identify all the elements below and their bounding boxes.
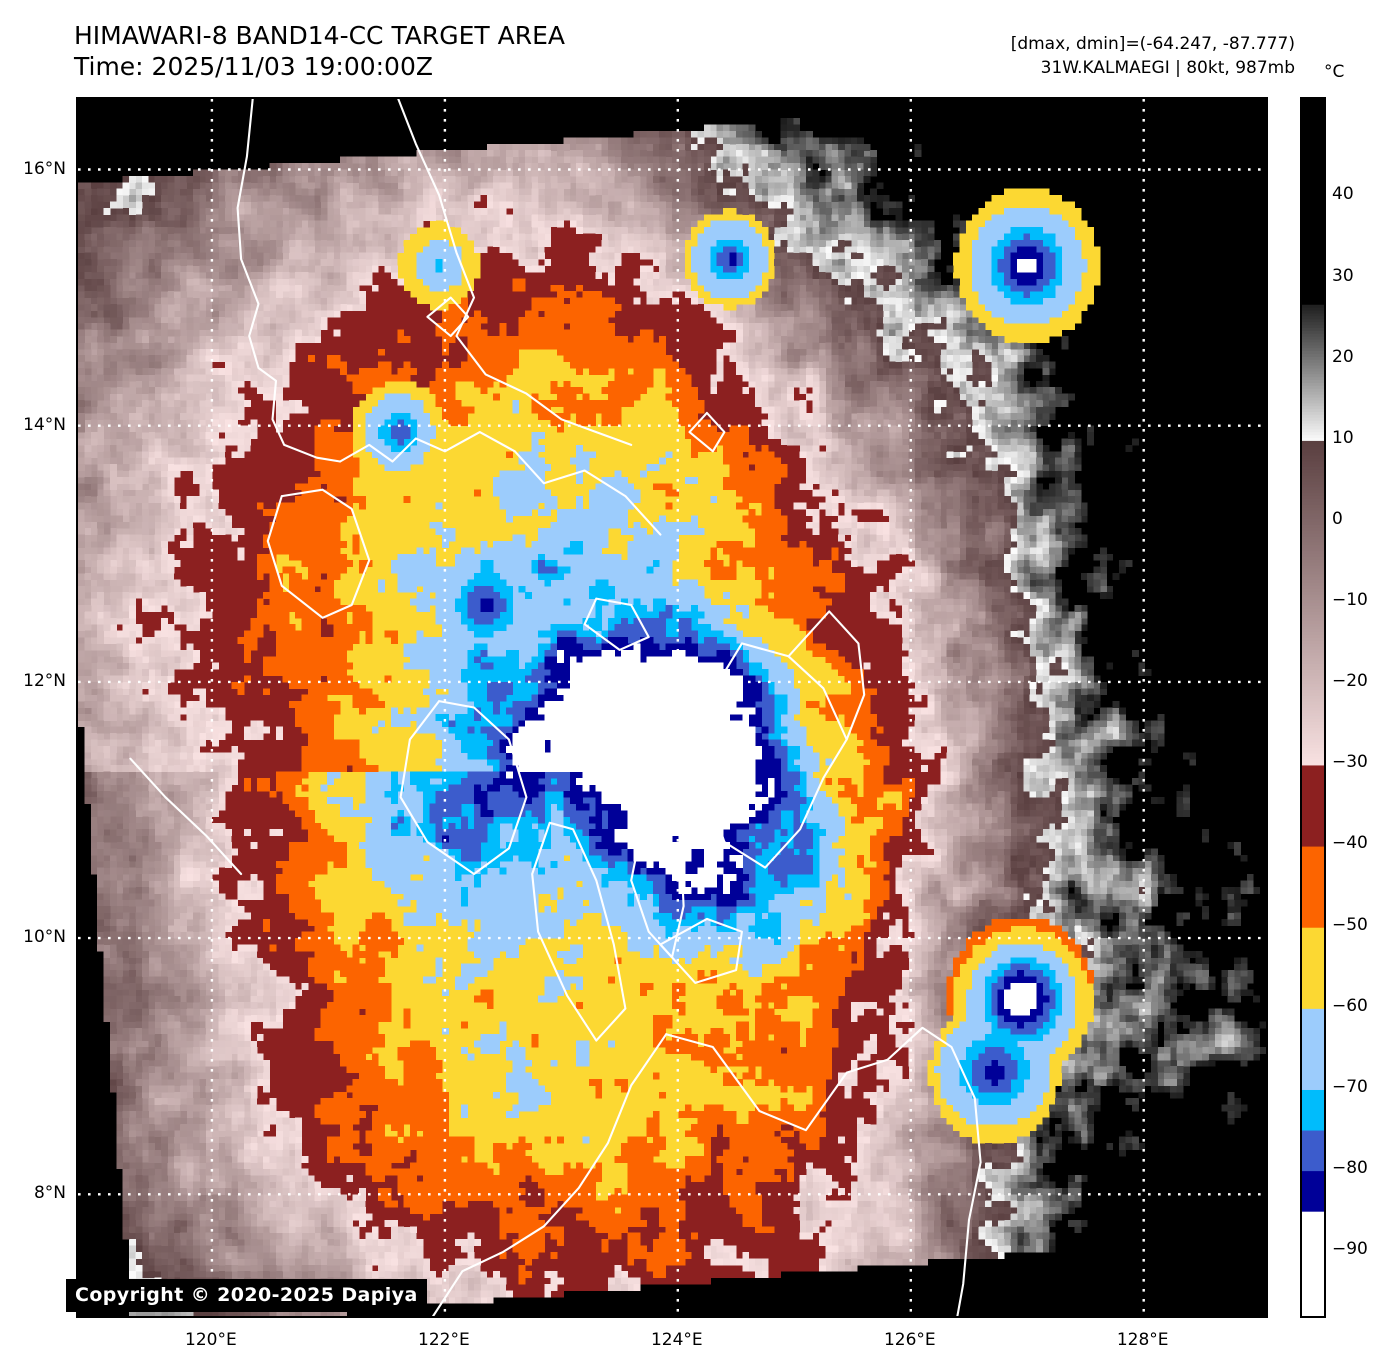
satellite-ir-raster bbox=[78, 99, 1266, 1316]
colorbar-tick-40: 40 bbox=[1332, 184, 1354, 205]
header-metadata-block: [dmax, dmin]=(-64.247, -87.777) 31W.KALM… bbox=[1011, 32, 1295, 80]
latitude-tick-10: 10°N bbox=[23, 927, 66, 948]
colorbar-tick--60: −60 bbox=[1332, 995, 1368, 1016]
colorbar-tick--70: −70 bbox=[1332, 1076, 1368, 1097]
latitude-tick-16: 16°N bbox=[23, 158, 66, 179]
latitude-tick-12: 12°N bbox=[23, 670, 66, 691]
colorbar-tick--40: −40 bbox=[1332, 833, 1368, 854]
colorbar bbox=[1300, 97, 1326, 1318]
colorbar-tick--20: −20 bbox=[1332, 671, 1368, 692]
dmax-dmin-label: [dmax, dmin]=(-64.247, -87.777) bbox=[1010, 34, 1295, 54]
colorbar-tick-0: 0 bbox=[1332, 508, 1343, 529]
longitude-tick-124: 124°E bbox=[650, 1330, 703, 1350]
colorbar-tick-10: 10 bbox=[1332, 427, 1354, 448]
satellite-image-plot bbox=[76, 97, 1268, 1318]
colorbar-tick-20: 20 bbox=[1332, 346, 1354, 367]
longitude-tick-128: 128°E bbox=[1116, 1330, 1169, 1350]
copyright-notice: Copyright © 2020-2025 Dapiya bbox=[66, 1279, 427, 1312]
colorbar-tick--50: −50 bbox=[1332, 914, 1368, 935]
colorbar-tick--30: −30 bbox=[1332, 752, 1368, 773]
longitude-tick-122: 122°E bbox=[418, 1330, 470, 1350]
colorbar-tick--10: −10 bbox=[1332, 590, 1368, 610]
header-title-block: HIMAWARI-8 BAND14-CC TARGET AREA Time: 2… bbox=[74, 20, 834, 82]
colorbar-tick--90: −90 bbox=[1332, 1239, 1368, 1260]
colorbar-tick-30: 30 bbox=[1332, 265, 1354, 286]
longitude-tick-126: 126°E bbox=[883, 1330, 936, 1350]
latitude-tick-8: 8°N bbox=[33, 1183, 66, 1204]
colorbar-tick--80: −80 bbox=[1332, 1158, 1368, 1178]
timestamp-label: Time: 2025/11/03 19:00:00Z bbox=[74, 52, 433, 81]
longitude-tick-120: 120°E bbox=[185, 1330, 237, 1350]
colorbar-gradient bbox=[1302, 99, 1324, 1316]
page-title: HIMAWARI-8 BAND14-CC TARGET AREA bbox=[74, 21, 566, 50]
colorbar-unit-label: °C bbox=[1324, 62, 1345, 82]
latitude-tick-14: 14°N bbox=[23, 414, 66, 435]
storm-info-label: 31W.KALMAEGI | 80kt, 987mb bbox=[1040, 58, 1295, 78]
